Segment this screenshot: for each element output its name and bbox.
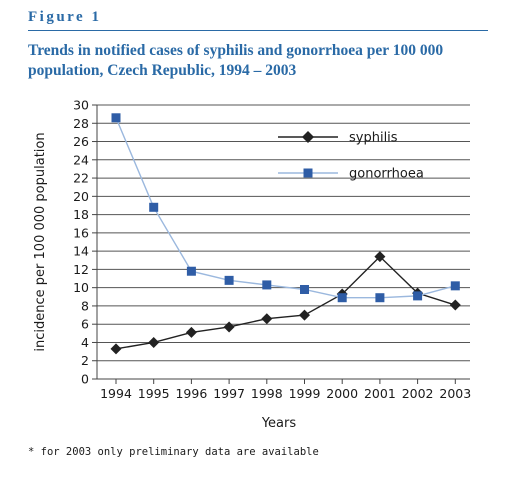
y-tick-label: 6	[81, 317, 89, 332]
gonorrhoea-point	[186, 266, 196, 276]
gonorrhoea-point	[262, 280, 272, 290]
legend-syphilis-marker	[302, 131, 314, 143]
gonorrhoea-point	[149, 202, 159, 212]
syphilis-point	[374, 251, 386, 263]
y-tick-label: 14	[73, 244, 89, 259]
y-tick-label: 20	[73, 189, 89, 204]
x-tick-label: 1997	[213, 386, 245, 401]
x-tick-label: 2002	[402, 386, 434, 401]
figure-label: Figure 1	[28, 9, 102, 25]
x-tick-label: 2003	[439, 386, 471, 401]
x-tick-label: 1996	[175, 386, 207, 401]
x-axis-ticks: 1994 1995 1996 1997 1998 1999 2000 2001 2002 2003	[100, 379, 471, 401]
y-axis-label: incidence per 100 000 population	[33, 132, 48, 351]
x-tick-label: 1995	[138, 386, 170, 401]
y-tick-label: 0	[81, 372, 89, 387]
gonorrhoea-point	[300, 284, 309, 294]
legend-gonorrhoea-label: gonorrhoea	[349, 167, 424, 182]
gonorrhoea-point	[375, 293, 385, 303]
y-tick-label: 10	[73, 280, 89, 295]
y-tick-label: 24	[73, 152, 89, 167]
gonorrhoea-point	[337, 293, 347, 303]
y-tick-label: 4	[81, 335, 89, 350]
syphilis-point	[148, 336, 160, 348]
y-tick-label: 28	[73, 116, 89, 131]
y-tick-label: 8	[81, 298, 89, 313]
y-tick-label: 2	[81, 353, 89, 368]
y-tick-label: 30	[73, 98, 89, 113]
gonorrhoea-point	[224, 275, 234, 285]
x-tick-label: 2000	[326, 386, 358, 401]
x-tick-label: 1994	[100, 386, 132, 401]
axes	[96, 105, 470, 380]
syphilis-point	[223, 321, 235, 333]
legend: syphilis gonorrhoea	[278, 131, 424, 182]
y-tick-label: 12	[73, 262, 89, 277]
gridlines	[97, 104, 470, 362]
x-axis-label: Years	[261, 416, 297, 431]
legend-gonorrhoea-marker	[303, 168, 313, 178]
x-tick-label: 2001	[364, 386, 396, 401]
gonorrhoea-point	[111, 113, 121, 123]
gonorrhoea-line	[115, 117, 456, 299]
x-tick-label: 1998	[251, 386, 283, 401]
series-group	[110, 113, 461, 355]
gonorrhoea-point	[413, 291, 423, 301]
footnote: * for 2003 only preliminary data are ava…	[28, 446, 319, 458]
chart-title: Trends in notified cases of syphilis and…	[28, 42, 444, 79]
x-tick-label: 1999	[289, 386, 321, 401]
syphilis-point	[299, 309, 310, 321]
syphilis-line	[115, 255, 456, 350]
syphilis-point	[449, 299, 461, 311]
syphilis-point	[185, 326, 197, 338]
syphilis-point	[110, 343, 122, 355]
syphilis-point	[261, 313, 273, 325]
y-tick-label: 18	[73, 207, 89, 222]
y-tick-label: 22	[73, 171, 89, 186]
gonorrhoea-point	[450, 281, 460, 291]
title-rule	[28, 30, 488, 31]
legend-syphilis-label: syphilis	[349, 131, 398, 146]
y-tick-label: 16	[73, 225, 89, 240]
y-tick-label: 26	[73, 134, 89, 149]
